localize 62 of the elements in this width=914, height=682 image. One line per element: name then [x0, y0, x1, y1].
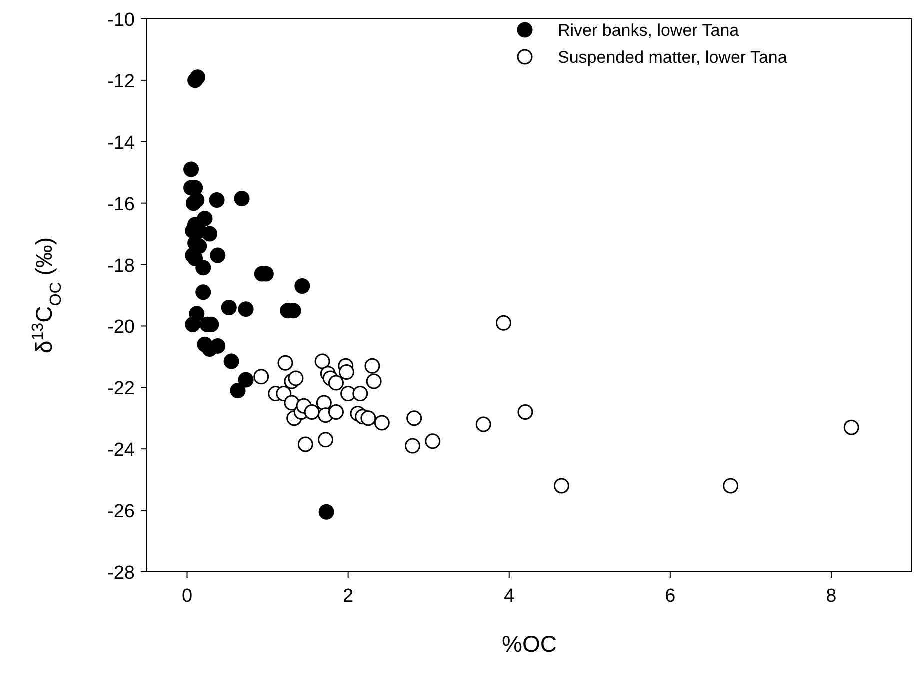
y-tick-label: -28: [108, 563, 135, 584]
legend-label: Suspended matter, lower Tana: [558, 48, 788, 67]
point: [210, 338, 226, 354]
point: [366, 374, 382, 390]
point: [374, 415, 390, 431]
y-tick-label: -22: [108, 378, 135, 400]
point: [210, 248, 226, 264]
point: [196, 260, 212, 276]
point: [316, 395, 332, 411]
point: [476, 416, 492, 432]
point: [184, 162, 200, 178]
point: [328, 404, 344, 420]
y-tick-label: -20: [108, 317, 135, 338]
x-tick-label: 2: [343, 586, 354, 607]
x-tick-label: 0: [182, 586, 193, 607]
point: [425, 434, 441, 450]
point: [723, 478, 739, 494]
point: [364, 358, 380, 374]
point: [221, 300, 237, 316]
point: [304, 404, 320, 420]
point: [338, 364, 354, 380]
point: [185, 316, 201, 332]
point: [406, 410, 422, 426]
point: [496, 315, 512, 331]
point: [190, 70, 206, 86]
point: [844, 420, 860, 436]
y-tick-label: -14: [108, 132, 136, 154]
point: [238, 302, 254, 318]
point: [238, 372, 254, 388]
point: [404, 438, 420, 454]
x-tick-label: 8: [826, 586, 837, 607]
point: [202, 226, 218, 242]
x-tick-label: 6: [665, 586, 676, 607]
point: [328, 375, 344, 391]
point: [318, 432, 334, 448]
x-axis-title: %OC: [502, 631, 557, 657]
point: [518, 404, 534, 420]
y-tick-label: -18: [108, 256, 135, 277]
y-tick-label: -26: [108, 502, 135, 523]
point: [298, 436, 314, 452]
point: [288, 370, 304, 386]
y-tick-label: -24: [108, 440, 136, 462]
point: [314, 354, 330, 370]
point: [209, 192, 225, 208]
point: [230, 382, 246, 398]
point: [360, 410, 376, 426]
legend-label: River banks, lower Tana: [558, 21, 740, 40]
point: [224, 354, 240, 370]
point: [196, 284, 212, 300]
point: [554, 478, 570, 494]
point: [197, 210, 213, 226]
y-tick-label: -16: [108, 194, 135, 216]
y-tick-label: -12: [108, 71, 135, 92]
x-tick-label: 4: [504, 586, 516, 607]
point: [278, 355, 294, 371]
point: [352, 386, 368, 402]
point: [234, 190, 250, 206]
y-tick-label: -10: [108, 10, 135, 31]
point: [254, 369, 270, 385]
point: [189, 192, 205, 208]
point: [294, 278, 310, 294]
point: [318, 504, 334, 520]
